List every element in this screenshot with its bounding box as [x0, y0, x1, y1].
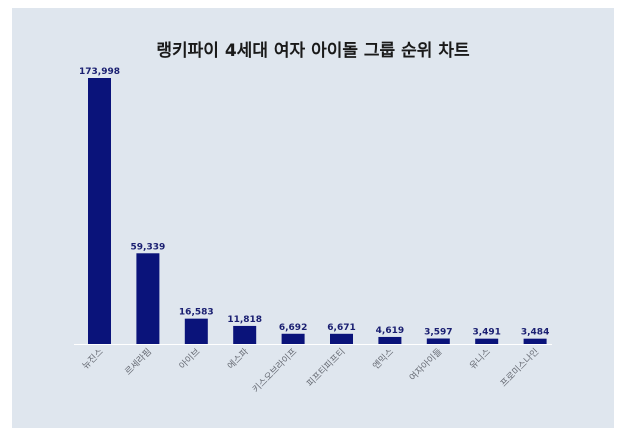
bar-8: [475, 338, 499, 344]
bar-9: [523, 338, 547, 344]
category-label-7: 여자아이들: [407, 346, 445, 384]
data-label-7: 3,597: [424, 328, 452, 338]
category-label-1: 르세라핌: [123, 346, 154, 377]
category-label-8: 유니스: [467, 346, 492, 371]
bar-6: [378, 336, 402, 344]
data-label-0: 173,998: [79, 67, 120, 77]
data-label-5: 6,671: [327, 323, 355, 333]
category-label-0: 뉴진스: [80, 346, 105, 371]
category-label-9: 프로미스나인: [498, 346, 541, 389]
bar-7: [426, 338, 450, 344]
bar-1: [136, 253, 160, 344]
data-label-3: 11,818: [227, 315, 262, 325]
data-label-2: 16,583: [179, 308, 214, 318]
bar-5: [330, 333, 353, 344]
data-label-9: 3,484: [521, 328, 549, 338]
chart-title: 랭키파이 4세대 여자 아이돌 그룹 순위 차트: [156, 41, 470, 61]
bar-chart: 173,998 뉴진스 59,339 르세라핌 16,583 아이브 11,818 에스파 6,…: [74, 67, 552, 395]
chart-panel: 랭키파이 4세대 여자 아이돌 그룹 순위 차트 173,998 뉴진스 59,33…: [12, 8, 614, 428]
data-label-8: 3,491: [472, 328, 500, 338]
bar-2: [184, 318, 208, 344]
data-label-6: 4,619: [376, 326, 404, 336]
category-label-6: 엔믹스: [370, 346, 396, 372]
data-label-1: 59,339: [131, 242, 166, 252]
data-label-4: 6,692: [279, 323, 307, 333]
category-label-4: 키스오브라이프: [250, 346, 299, 395]
category-label-5: 피프티피프티: [305, 346, 348, 389]
category-label-3: 에스파: [225, 346, 251, 372]
bar-3: [233, 325, 257, 344]
category-label-2: 아이브: [177, 346, 202, 371]
bar-4: [281, 333, 305, 344]
bar-0: [88, 78, 111, 344]
